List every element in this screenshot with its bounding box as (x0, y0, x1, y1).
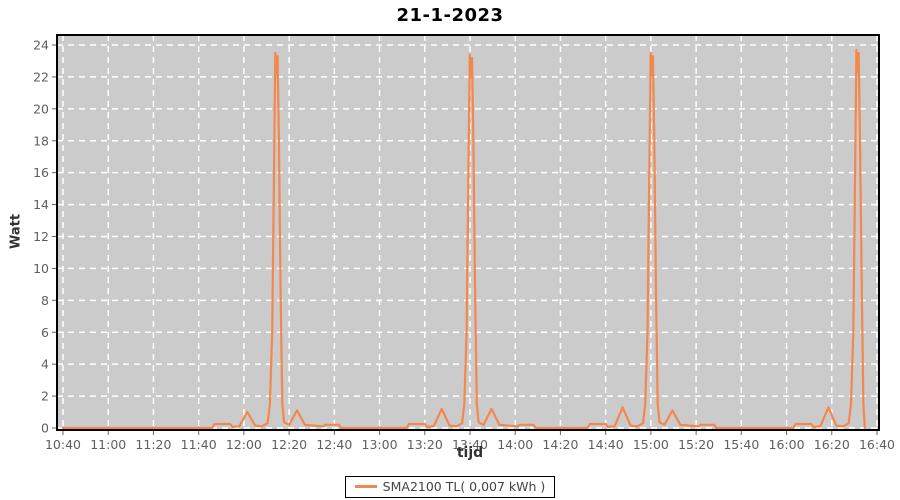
legend-line-swatch (354, 485, 377, 488)
y-tick-label: 14 (33, 197, 49, 212)
y-tick-label: 8 (41, 293, 49, 308)
series-line-sma2100 (61, 48, 866, 430)
x-tick-label: 13:00 (362, 437, 398, 452)
legend-box: SMA2100 TL( 0,007 kWh ) (344, 476, 556, 498)
y-tick-label: 22 (33, 69, 49, 84)
y-tick-label: 16 (33, 165, 49, 180)
x-tick-label: 15:20 (678, 437, 714, 452)
y-tick-label: 18 (33, 133, 49, 148)
legend-label: SMA2100 TL( 0,007 kWh ) (382, 479, 546, 494)
y-tick-label: 24 (33, 38, 49, 53)
x-tick-label: 15:40 (723, 437, 759, 452)
x-tick-label: 12:00 (226, 437, 262, 452)
plot-border (56, 34, 880, 431)
x-tick-label: 10:40 (45, 437, 81, 452)
x-tick-label: 11:40 (181, 437, 217, 452)
y-tick-label: 6 (41, 325, 49, 340)
y-tick-label: 10 (33, 261, 49, 276)
x-tick-label: 13:20 (407, 437, 443, 452)
x-tick-label: 16:40 (859, 437, 895, 452)
x-tick-label: 14:20 (542, 437, 578, 452)
x-tick-label: 12:20 (271, 437, 307, 452)
y-tick-label: 20 (33, 101, 49, 116)
legend: SMA2100 TL( 0,007 kWh ) (0, 476, 900, 498)
x-tick-label: 16:00 (769, 437, 805, 452)
chart-title: 21-1-2023 (396, 5, 504, 26)
x-tick-label: 15:00 (633, 437, 669, 452)
y-tick-label: 4 (41, 357, 49, 372)
x-tick-label: 16:20 (814, 437, 850, 452)
x-tick-label: 14:40 (588, 437, 624, 452)
x-axis-title: tijd (456, 445, 484, 461)
x-tick-label: 13:40 (452, 437, 488, 452)
y-tick-label: 12 (33, 229, 49, 244)
y-tick-label: 0 (41, 421, 49, 436)
x-tick-label: 11:20 (135, 437, 171, 452)
x-tick-label: 12:40 (316, 437, 352, 452)
x-tick-label: 11:00 (90, 437, 126, 452)
x-tick-label: 14:00 (497, 437, 533, 452)
y-tick-label: 2 (41, 389, 49, 404)
